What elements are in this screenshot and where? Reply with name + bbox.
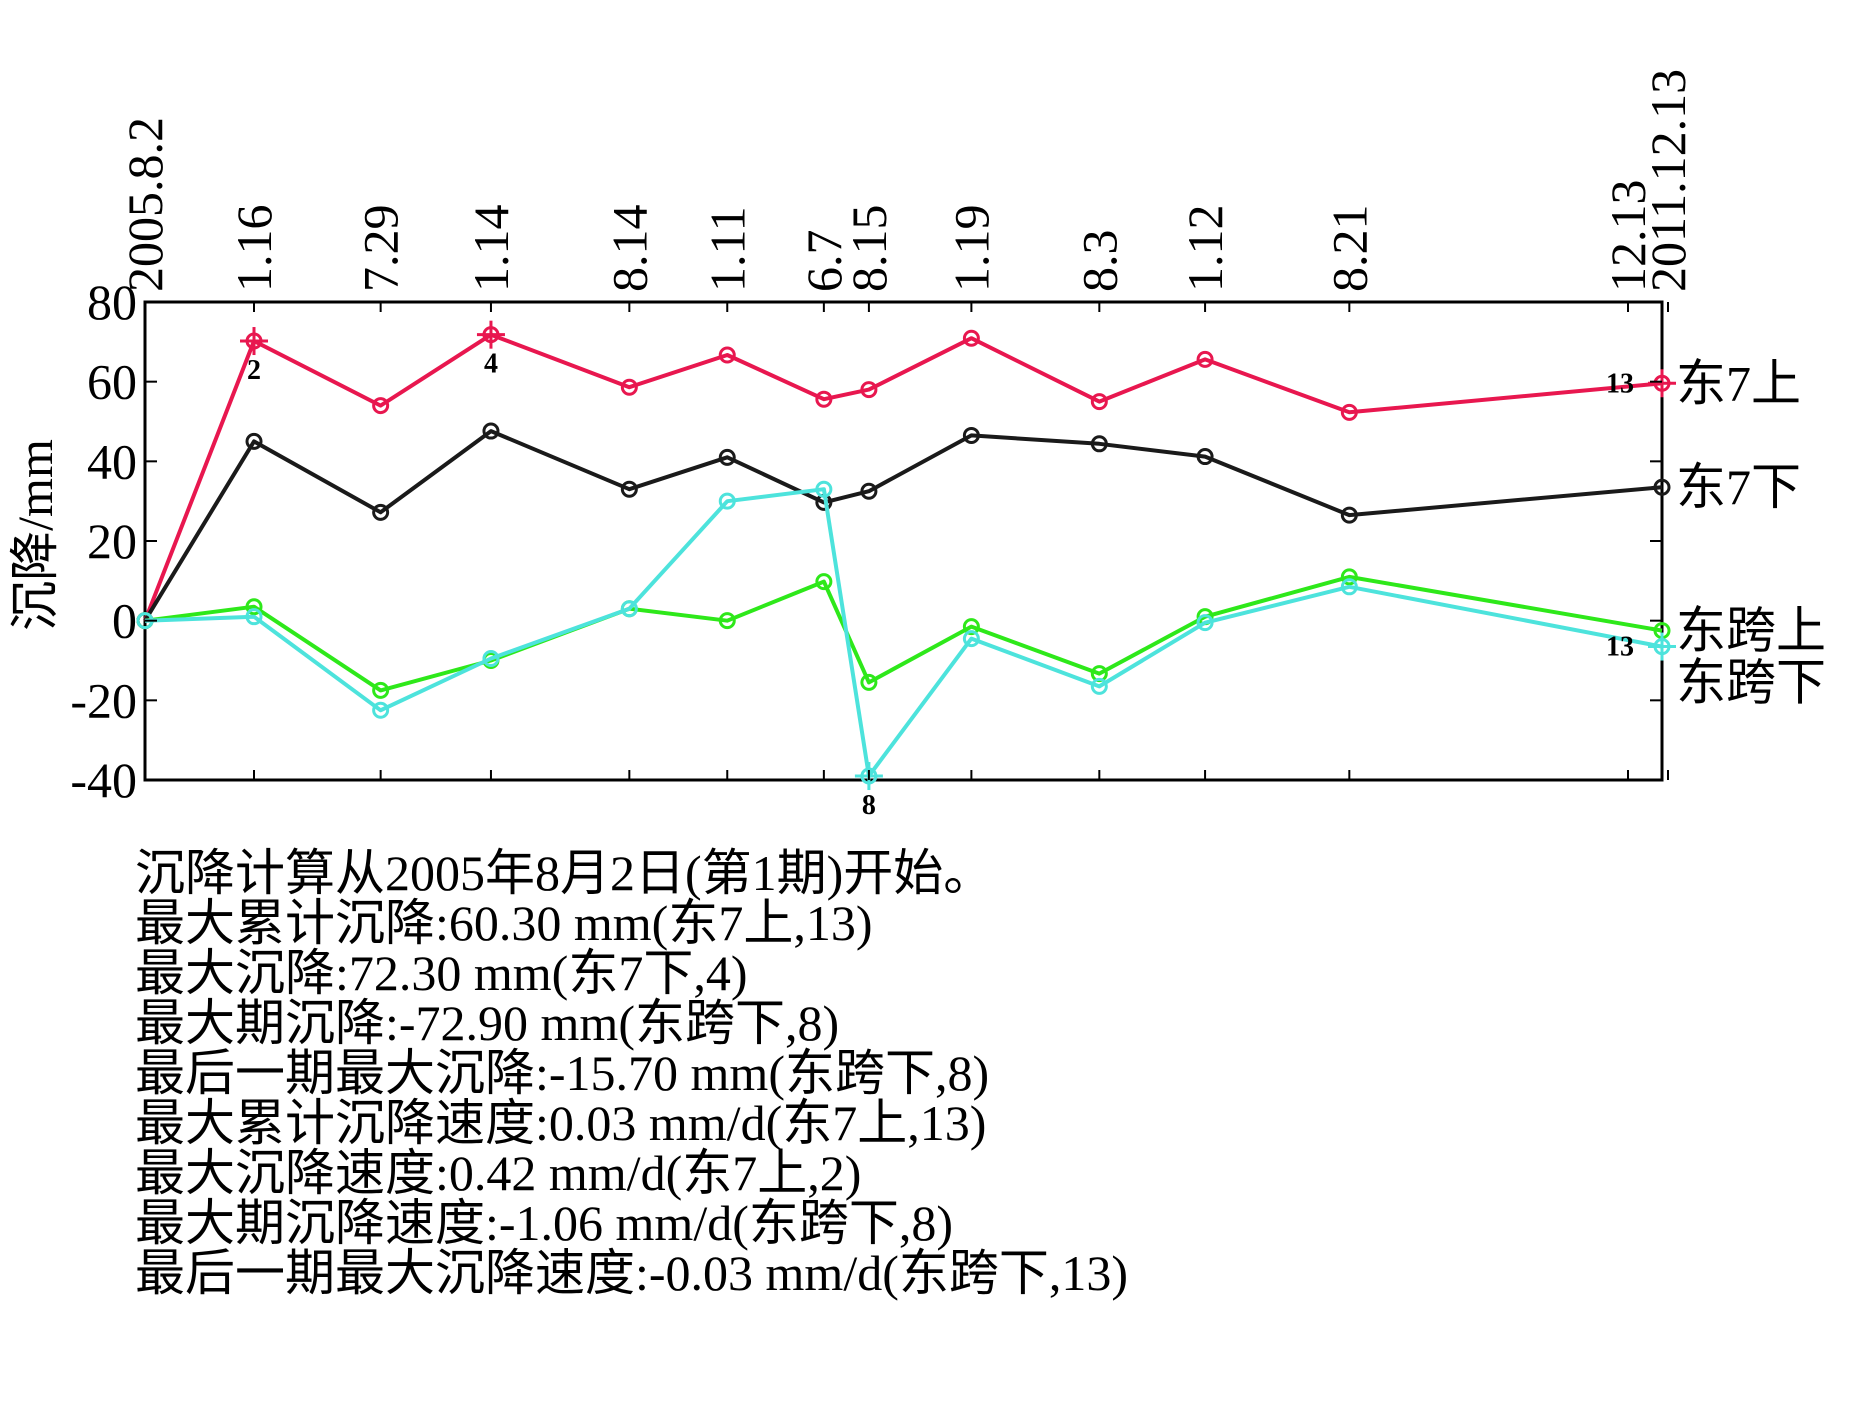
y-tick-label: 0 — [112, 593, 137, 649]
x-tick-label: 1.16 — [226, 205, 282, 293]
data-point — [245, 598, 263, 616]
summary-line: 最大期沉降:-72.90 mm(东跨下,8) — [135, 995, 840, 1051]
data-point — [962, 329, 980, 347]
annotation-layer: 2 4 13 8 13 — [240, 320, 1676, 821]
data-point — [1090, 393, 1108, 411]
series-group — [136, 480, 1671, 785]
y-tick-label: -20 — [70, 672, 137, 728]
data-point — [620, 480, 638, 498]
series-group — [136, 326, 1671, 630]
summary-line: 最后一期最大沉降速度:-0.03 mm/d(东跨下,13) — [135, 1245, 1129, 1301]
data-point — [1196, 448, 1214, 466]
y-tick-label: 80 — [87, 274, 137, 330]
summary-line: 沉降计算从2005年8月2日(第1期)开始。 — [135, 845, 994, 901]
x-tick-label: 8.3 — [1071, 230, 1127, 293]
y-tick-label: 60 — [87, 354, 137, 410]
x-tick-label: 1.11 — [699, 206, 755, 292]
data-point — [1196, 614, 1214, 632]
x-tick-label: 6.7 — [796, 230, 852, 293]
series-end-label: 东7下 — [1676, 459, 1801, 515]
series-layer — [136, 326, 1671, 785]
series-group — [136, 568, 1671, 699]
x-tick-label: 8.21 — [1321, 205, 1377, 293]
data-point — [1196, 350, 1214, 368]
data-point — [1340, 578, 1358, 596]
data-point — [962, 426, 980, 444]
data-point — [815, 480, 833, 498]
data-point — [482, 422, 500, 440]
data-point — [860, 482, 878, 500]
x-tick-label: 1.12 — [1177, 205, 1233, 293]
series-group — [136, 422, 1671, 630]
data-point — [372, 397, 390, 415]
data-point — [1340, 506, 1358, 524]
data-point — [815, 573, 833, 591]
summary-notes: 沉降计算从2005年8月2日(第1期)开始。 最大累计沉降:60.30 mm(东… — [135, 848, 1128, 1298]
data-point — [962, 630, 980, 648]
x-tick-label: 2011.12.13 — [1640, 69, 1696, 292]
point-annotation-label: 8 — [862, 790, 876, 821]
y-axis-label: 沉降/mm — [7, 439, 63, 631]
data-point — [372, 681, 390, 699]
data-point — [718, 492, 736, 510]
series-line — [144, 487, 1663, 778]
summary-line: 最大沉降:72.30 mm(东7下,4) — [135, 945, 748, 1001]
x-tick-label: 12.13 — [1600, 180, 1656, 293]
point-annotation-label: 13 — [1606, 368, 1634, 399]
data-point — [718, 612, 736, 630]
summary-line: 最后一期最大沉降:-15.70 mm(东跨下,8) — [135, 1045, 990, 1101]
data-point — [245, 432, 263, 450]
summary-line: 最大沉降速度:0.42 mm/d(东7上,2) — [135, 1145, 862, 1201]
data-point — [860, 673, 878, 691]
x-tick-label: 1.19 — [943, 205, 999, 293]
data-point — [245, 608, 263, 626]
y-tick-label: -40 — [70, 752, 137, 808]
x-tick-label: 7.29 — [353, 205, 409, 293]
point-annotation-label: 13 — [1606, 632, 1634, 663]
y-tick-label: 20 — [87, 513, 137, 569]
data-point — [1340, 568, 1358, 586]
data-point — [1340, 403, 1358, 421]
data-point — [620, 600, 638, 618]
series-end-label: 东7上 — [1676, 355, 1801, 411]
data-point — [962, 618, 980, 636]
x-tick-label: 8.14 — [601, 205, 657, 293]
summary-line: 最大累计沉降:60.30 mm(东7上,13) — [135, 895, 873, 951]
data-point — [718, 346, 736, 364]
series-line — [143, 332, 1663, 622]
data-point — [815, 390, 833, 408]
summary-line: 最大期沉降速度:-1.06 mm/d(东跨下,8) — [135, 1195, 954, 1251]
data-point — [1090, 677, 1108, 695]
point-annotation-label: 4 — [484, 349, 498, 380]
data-point — [372, 701, 390, 719]
y-tick-label: 40 — [87, 433, 137, 489]
data-point — [860, 381, 878, 399]
x-tick-label: 2005.8.2 — [117, 117, 173, 292]
series-line — [144, 574, 1663, 693]
data-point — [620, 378, 638, 396]
x-tick-label: 8.15 — [841, 205, 897, 293]
axis-layer: 80 60 40 20 0 -20 -40 2005.8.2 1.16 7.29 1.14 8.14 1… — [70, 69, 1696, 808]
data-point — [718, 448, 736, 466]
data-point — [1090, 435, 1108, 453]
x-tick-label: 1.14 — [463, 205, 519, 293]
series-end-label: 东跨下 — [1676, 655, 1826, 711]
series-end-label: 东跨上 — [1676, 603, 1826, 659]
summary-line: 最大累计沉降速度:0.03 mm/d(东7上,13) — [135, 1095, 987, 1151]
data-point — [1653, 478, 1671, 496]
series-line — [143, 429, 1663, 622]
data-point — [372, 503, 390, 521]
data-point — [482, 650, 500, 668]
point-annotation-label: 2 — [247, 355, 261, 386]
